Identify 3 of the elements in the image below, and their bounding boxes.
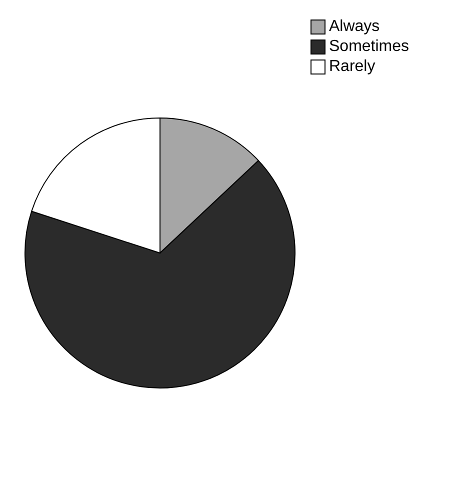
legend-label: Rarely — [329, 58, 376, 76]
legend-label: Sometimes — [329, 38, 410, 56]
legend-label: Always — [329, 18, 380, 36]
